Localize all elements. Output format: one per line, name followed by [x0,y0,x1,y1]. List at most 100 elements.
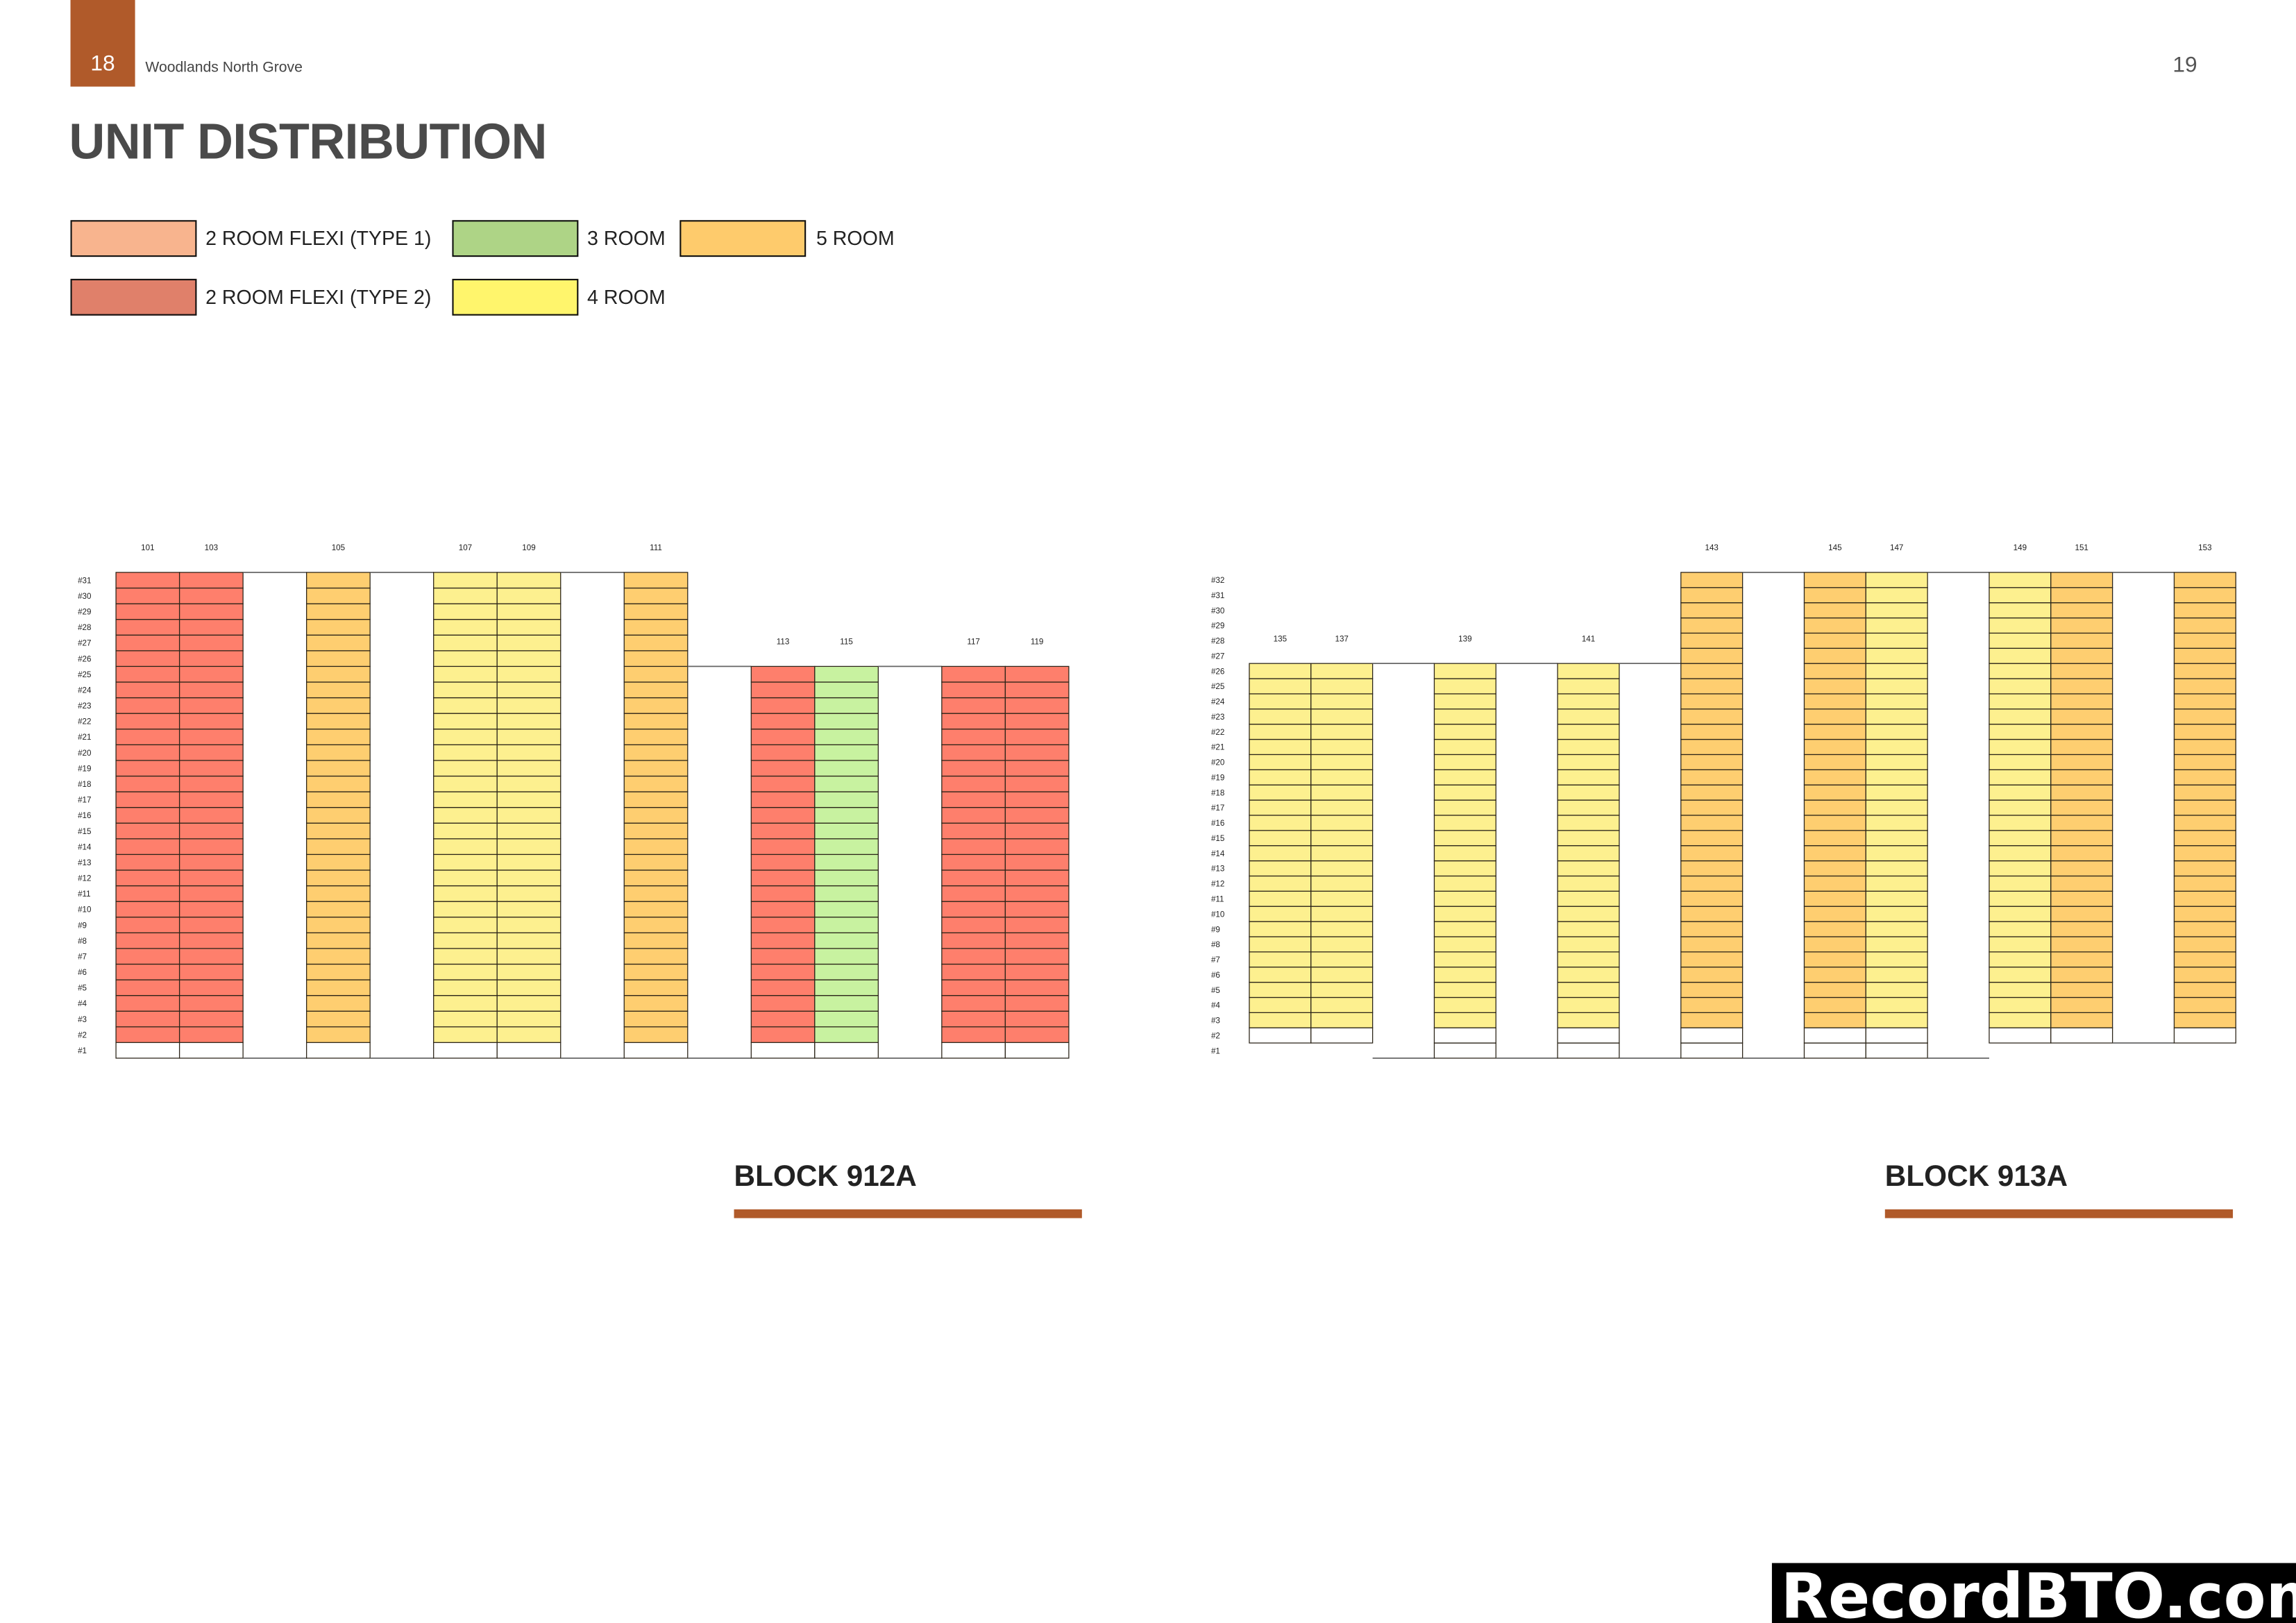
unit-cell-147-floor-4 [1865,996,1928,1013]
floor-label: #16 [78,811,91,820]
unit-cell-149-floor-4 [1989,996,2052,1013]
floor-label: #29 [78,608,91,617]
unit-cell-149-floor-6 [1989,967,2052,983]
unit-cell-117-floor-12 [941,869,1006,887]
unit-number-label: 107 [459,543,472,552]
unit-cell-115-floor-24 [814,681,879,699]
unit-cell-105-floor-20 [306,744,371,761]
unit-cell-149-floor-27 [1989,647,2052,664]
unit-cell-151-floor-20 [2050,754,2113,770]
unit-cell-117-floor-18 [941,775,1006,792]
unit-cell-135-floor-2 [1249,1027,1312,1044]
unit-cell-109-floor-30 [496,587,562,604]
unit-cell-113-floor-22 [750,713,816,730]
unit-cell-135-floor-11 [1249,890,1312,907]
unit-cell-115-floor-19 [814,760,879,777]
unit-cell-149-floor-22 [1989,724,2052,740]
unit-cell-113-floor-17 [750,791,816,808]
unit-cell-141-floor-9 [1557,921,1620,937]
floor-label: #8 [1211,940,1220,949]
floor-label: #20 [1211,758,1225,767]
floor-label: #9 [1211,925,1220,934]
unit-cell-147-floor-1 [1865,1042,1928,1059]
page-number-right: 19 [2172,53,2197,78]
unit-cell-115-floor-3 [814,1010,879,1028]
floor-label: #16 [1211,819,1224,828]
unit-cell-139-floor-12 [1433,875,1496,892]
unit-cell-107-floor-20 [433,744,498,761]
unit-cell-139-floor-9 [1433,921,1496,937]
unit-cell-103-floor-24 [178,681,244,699]
unit-cell-105-floor-25 [306,665,371,683]
unit-cell-117-floor-7 [941,948,1006,965]
unit-cell-107-floor-11 [433,885,498,902]
unit-cell-107-floor-26 [433,650,498,668]
floor-label: #21 [78,733,91,742]
unit-cell-141-floor-19 [1557,769,1620,785]
unit-cell-151-floor-29 [2050,617,2113,634]
unit-cell-149-floor-28 [1989,632,2052,649]
unit-number-label: 137 [1335,634,1348,643]
unit-cell-147-floor-6 [1865,967,1928,983]
unit-cell-111-floor-15 [623,822,689,840]
floor-label: #18 [78,780,91,789]
unit-cell-113-floor-11 [750,885,816,902]
unit-cell-141-floor-8 [1557,936,1620,953]
unit-cell-103-floor-23 [178,697,244,714]
unit-cell-103-floor-3 [178,1010,244,1028]
unit-cell-135-floor-15 [1249,830,1312,847]
unit-number-label: 103 [205,543,218,552]
unit-cell-101-floor-8 [115,932,180,949]
unit-cell-109-floor-22 [496,713,562,730]
unit-cell-143-floor-30 [1680,602,1744,619]
unit-cell-139-floor-21 [1433,738,1496,756]
unit-cell-151-floor-18 [2050,784,2113,801]
floor-label: #10 [1211,910,1225,919]
unit-cell-101-floor-19 [115,760,180,777]
unit-cell-151-floor-15 [2050,830,2113,847]
unit-cell-111-floor-4 [623,995,689,1012]
block-912a-underline [734,1209,1082,1218]
unit-cell-113-floor-12 [750,869,816,887]
unit-cell-113-floor-20 [750,744,816,761]
unit-cell-105-floor-12 [306,869,371,887]
unit-cell-113-floor-2 [750,1026,816,1044]
unit-cell-151-floor-11 [2050,890,2113,907]
unit-cell-151-floor-27 [2050,647,2113,664]
floor-label: #2 [78,1030,87,1039]
floor-label: #20 [78,749,92,758]
floor-label: #14 [1211,849,1225,858]
unit-cell-153-floor-7 [2173,951,2236,968]
unit-cell-149-floor-14 [1989,845,2052,862]
unit-cell-151-floor-24 [2050,693,2113,710]
unit-cell-147-floor-3 [1865,1012,1928,1028]
unit-cell-105-floor-31 [306,572,371,589]
unit-cell-151-floor-17 [2050,799,2113,816]
unit-cell-107-floor-18 [433,775,498,792]
floor-label: #11 [78,890,91,899]
unit-cell-153-floor-18 [2173,784,2236,801]
unit-cell-119-floor-23 [1004,697,1070,714]
unit-cell-153-floor-27 [2173,647,2236,664]
unit-cell-117-floor-25 [941,665,1006,683]
unit-cell-143-floor-18 [1680,784,1744,801]
unit-number-label: 113 [777,638,790,647]
unit-cell-115-floor-15 [814,822,879,840]
unit-cell-149-floor-25 [1989,678,2052,695]
floor-label: #21 [1211,743,1224,752]
unit-cell-141-floor-6 [1557,967,1620,983]
unit-cell-119-floor-17 [1004,791,1070,808]
unit-cell-137-floor-21 [1310,738,1374,756]
unit-cell-113-floor-15 [750,822,816,840]
unit-cell-147-floor-30 [1865,602,1928,619]
unit-cell-103-floor-21 [178,729,244,745]
unit-cell-109-floor-15 [496,822,562,840]
unit-cell-109-floor-27 [496,634,562,652]
unit-cell-111-floor-20 [623,744,689,761]
unit-cell-111-floor-7 [623,948,689,965]
unit-cell-103-floor-22 [178,713,244,730]
unit-cell-153-floor-25 [2173,678,2236,695]
unit-cell-145-floor-14 [1803,845,1866,862]
unit-cell-135-floor-14 [1249,845,1312,862]
